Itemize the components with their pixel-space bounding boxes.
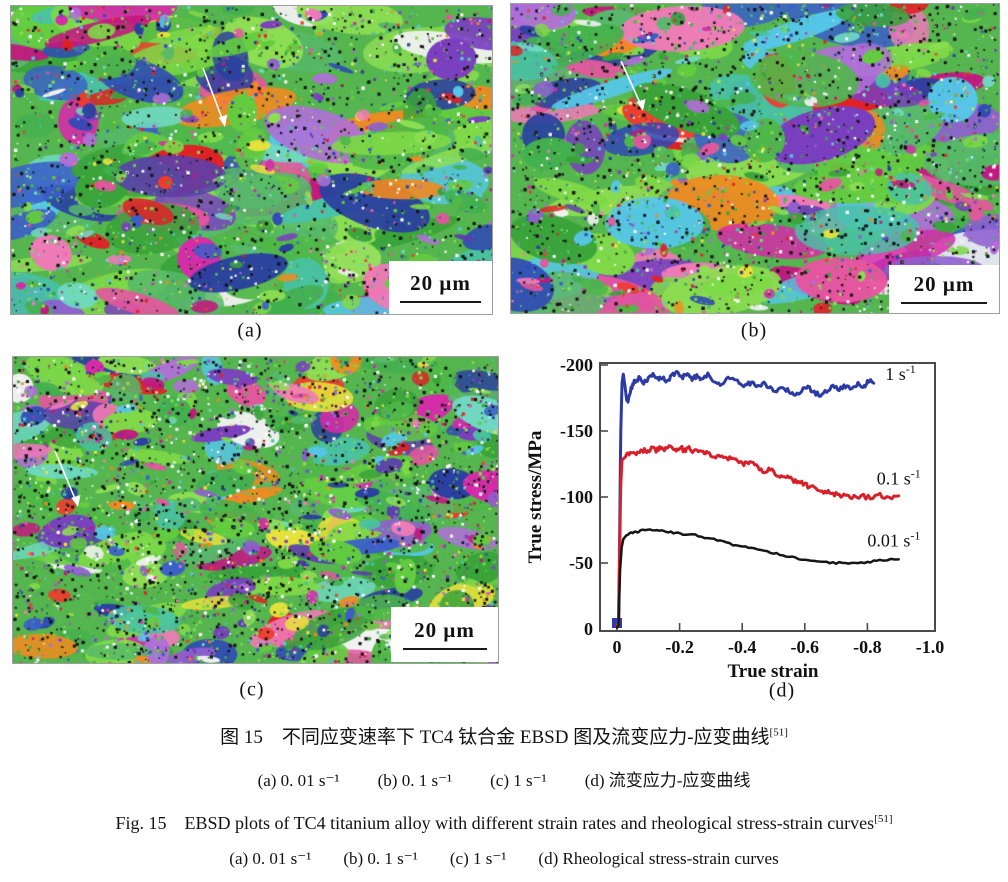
x-tick-label: -0.2 (665, 637, 694, 657)
caption-item: (b) 0. 1 s⁻¹ (343, 849, 418, 868)
chart-canvas: 0 -50 -100 -150 -200 0 -0.2 -0.4 -0.6 -0.8 -1.0 Tru… (525, 355, 945, 682)
x-tick-label: -1.0 (916, 637, 945, 657)
series-label: 1 s-1 (885, 362, 916, 384)
scale-bar-line (900, 302, 988, 304)
scale-bar-label: 20 μm (913, 272, 975, 296)
caption-zh-main: 图 15 不同应变速率下 TC4 钛合金 EBSD 图及流变应力-应变曲线[51… (0, 722, 1008, 749)
x-tick-label: -0.8 (853, 637, 882, 657)
caption-item: (c) 1 s⁻¹ (449, 849, 507, 868)
caption-en-main-text: Fig. 15 EBSD plots of TC4 titanium alloy… (115, 813, 875, 833)
x-tick-label: -0.6 (791, 637, 820, 657)
x-axis-title: True strain (728, 661, 819, 682)
panel-label-d: (d) (768, 679, 796, 702)
caption-item: (b) 0. 1 s⁻¹ (377, 771, 453, 790)
ebsd-micrograph-b (510, 3, 1000, 314)
y-tick-label: -150 (560, 421, 593, 441)
ebsd-panel-b: 20 μm (510, 3, 1000, 314)
caption-item: (a) 0. 01 s⁻¹ (257, 771, 340, 790)
caption-zh-main-text: 图 15 不同应变速率下 TC4 钛合金 EBSD 图及流变应力-应变曲线 (220, 727, 770, 748)
caption-zh-ref: [51] (769, 726, 788, 739)
series-line-0.01s (615, 528, 900, 629)
caption-item: (d) Rheological stress-strain curves (538, 849, 779, 868)
caption-item: (a) 0. 01 s⁻¹ (229, 849, 312, 868)
series-line-0.1s (615, 444, 901, 628)
stress-strain-chart: 0 -50 -100 -150 -200 0 -0.2 -0.4 -0.6 -0.8 -1.0 Tru… (505, 350, 1005, 710)
x-tick-label: 0 (613, 637, 622, 657)
ebsd-panel-c: 20 μm (12, 356, 499, 664)
caption-en-ref: [51] (874, 813, 893, 825)
ebsd-panel-a: 20 μm (10, 5, 493, 315)
scale-bar-label: 20 μm (414, 617, 475, 642)
scale-bar: 20 μm (392, 608, 497, 661)
panel-label-c: (c) (239, 678, 265, 701)
y-tick-label: -200 (560, 355, 593, 375)
caption-item: (d) 流变应力-应变曲线 (584, 771, 751, 790)
series-label: 0.01 s-1 (867, 529, 920, 551)
scale-bar-line (402, 647, 487, 650)
panel-label-a: (a) (237, 319, 263, 342)
y-tick-label: -100 (560, 487, 593, 507)
series-line-1s (615, 369, 876, 628)
y-tick-label: -50 (569, 553, 593, 573)
caption-zh-sub: (a) 0. 01 s⁻¹ (b) 0. 1 s⁻¹ (c) 1 s⁻¹ (d) 流变… (0, 766, 1008, 791)
scale-bar-label: 20 μm (410, 270, 471, 295)
y-axis-title: True stress/MPa (525, 430, 546, 563)
scale-bar: 20 μm (890, 266, 998, 312)
y-tick-label: 0 (584, 619, 593, 639)
x-tick-label: -0.4 (728, 637, 757, 657)
caption-item: (c) 1 s⁻¹ (490, 771, 547, 790)
scale-bar-line (400, 300, 481, 303)
caption-en-sub: (a) 0. 01 s⁻¹ (b) 0. 1 s⁻¹ (c) 1 s⁻¹ (d) Rh… (0, 849, 1008, 869)
series-label: 0.1 s-1 (877, 467, 921, 489)
panel-label-b: (b) (740, 319, 768, 342)
scale-bar: 20 μm (390, 262, 491, 313)
caption-en-main: Fig. 15 EBSD plots of TC4 titanium alloy… (0, 809, 1008, 835)
